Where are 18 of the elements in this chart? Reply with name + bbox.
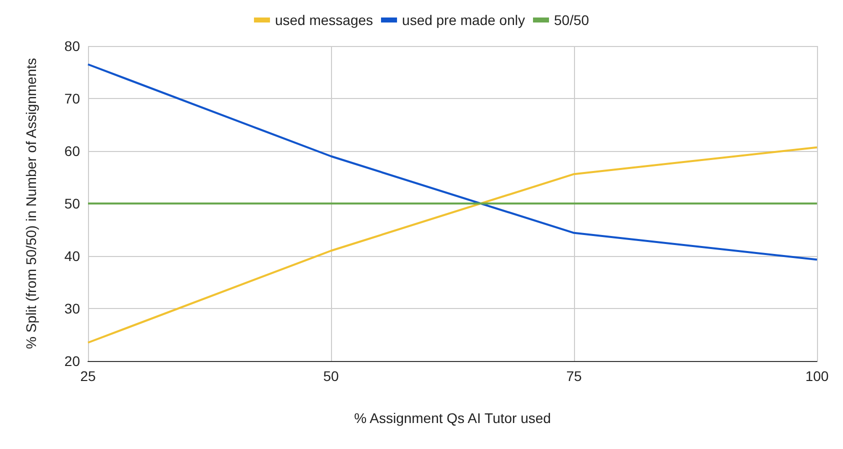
legend-label: used messages: [274, 12, 374, 28]
y-tick-label: 60: [64, 143, 80, 159]
x-tick-label: 25: [80, 368, 96, 384]
y-tick-label: 50: [64, 196, 80, 212]
x-tick-label: 75: [566, 368, 582, 384]
line-series: [87, 63, 818, 261]
y-axis-title: % Split (from 50/50) in Number of Assignments: [23, 58, 39, 350]
x-tick-label: 100: [805, 368, 829, 384]
x-axis-title: % Assignment Qs AI Tutor used: [354, 410, 551, 426]
legend-label: 50/50: [554, 12, 590, 28]
y-tick-label: 40: [64, 248, 80, 264]
line-series: [87, 146, 818, 344]
y-tick-label: 20: [64, 353, 80, 369]
y-tick-label: 80: [64, 38, 80, 54]
y-tick-label: 70: [64, 90, 80, 106]
x-tick-label: 50: [323, 368, 339, 384]
y-tick-label: 30: [64, 300, 80, 316]
legend-label: used pre made only: [402, 12, 525, 28]
